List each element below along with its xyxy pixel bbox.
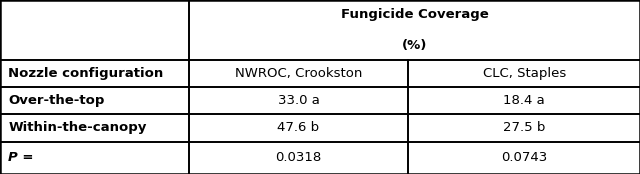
Text: Within-the-canopy: Within-the-canopy xyxy=(8,121,147,134)
Text: 47.6 b: 47.6 b xyxy=(278,121,319,134)
Text: (%): (%) xyxy=(402,39,427,52)
Text: 27.5 b: 27.5 b xyxy=(503,121,545,134)
Text: 33.0 a: 33.0 a xyxy=(278,94,319,107)
Text: 0.0743: 0.0743 xyxy=(501,151,547,164)
Text: Nozzle configuration: Nozzle configuration xyxy=(8,67,164,80)
Text: P =: P = xyxy=(8,151,34,164)
Text: 0.0318: 0.0318 xyxy=(275,151,322,164)
Text: Fungicide Coverage: Fungicide Coverage xyxy=(340,8,488,21)
Text: CLC, Staples: CLC, Staples xyxy=(483,67,566,80)
Text: NWROC, Crookston: NWROC, Crookston xyxy=(235,67,362,80)
Text: Over-the-top: Over-the-top xyxy=(8,94,105,107)
Text: 18.4 a: 18.4 a xyxy=(503,94,545,107)
